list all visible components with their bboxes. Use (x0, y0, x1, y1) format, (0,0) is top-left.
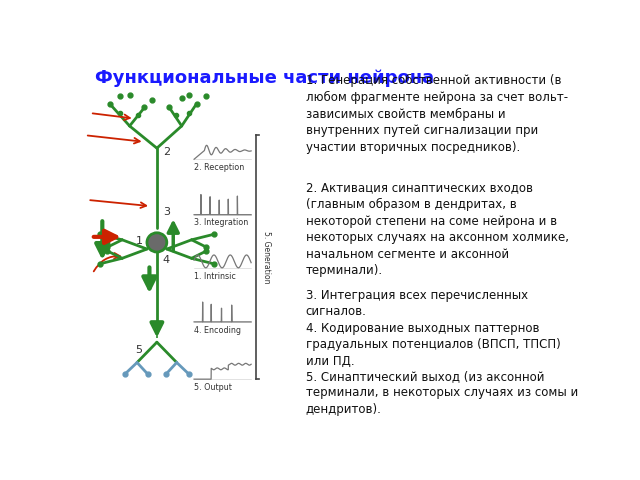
Text: 1. Генерация собственной активности (в
любом фрагменте нейрона за счет вольт-
за: 1. Генерация собственной активности (в л… (306, 74, 568, 154)
Text: 5. Generation: 5. Generation (262, 231, 271, 283)
Ellipse shape (147, 233, 167, 252)
Text: 5: 5 (135, 345, 142, 355)
Text: 4: 4 (163, 255, 170, 265)
Text: 4. Encoding: 4. Encoding (194, 325, 241, 335)
Text: 1: 1 (136, 236, 143, 246)
Text: 3. Integration: 3. Integration (194, 218, 248, 228)
Text: 3: 3 (163, 207, 170, 217)
Text: 5. Синаптический выход (из аксонной
терминали, в некоторых случаях из сомы и
ден: 5. Синаптический выход (из аксонной терм… (306, 370, 578, 416)
Text: 1. Intrinsic: 1. Intrinsic (194, 272, 236, 281)
Text: 4. Кодирование выходных паттернов
градуальных потенциалов (ВПСП, ТПСП)
или ПД.: 4. Кодирование выходных паттернов градуа… (306, 322, 561, 368)
Text: Функциональные части нейрона: Функциональные части нейрона (95, 69, 434, 87)
Text: 2: 2 (163, 147, 170, 157)
Text: 3. Интеграция всех перечисленных
сигналов.: 3. Интеграция всех перечисленных сигнало… (306, 288, 528, 318)
Text: 2. Активация синаптических входов
(главным образом в дендритах, в
некоторой степ: 2. Активация синаптических входов (главн… (306, 181, 569, 277)
FancyArrowPatch shape (93, 253, 120, 271)
Text: 5. Output: 5. Output (194, 383, 232, 392)
Text: 2. Reception: 2. Reception (194, 163, 244, 172)
